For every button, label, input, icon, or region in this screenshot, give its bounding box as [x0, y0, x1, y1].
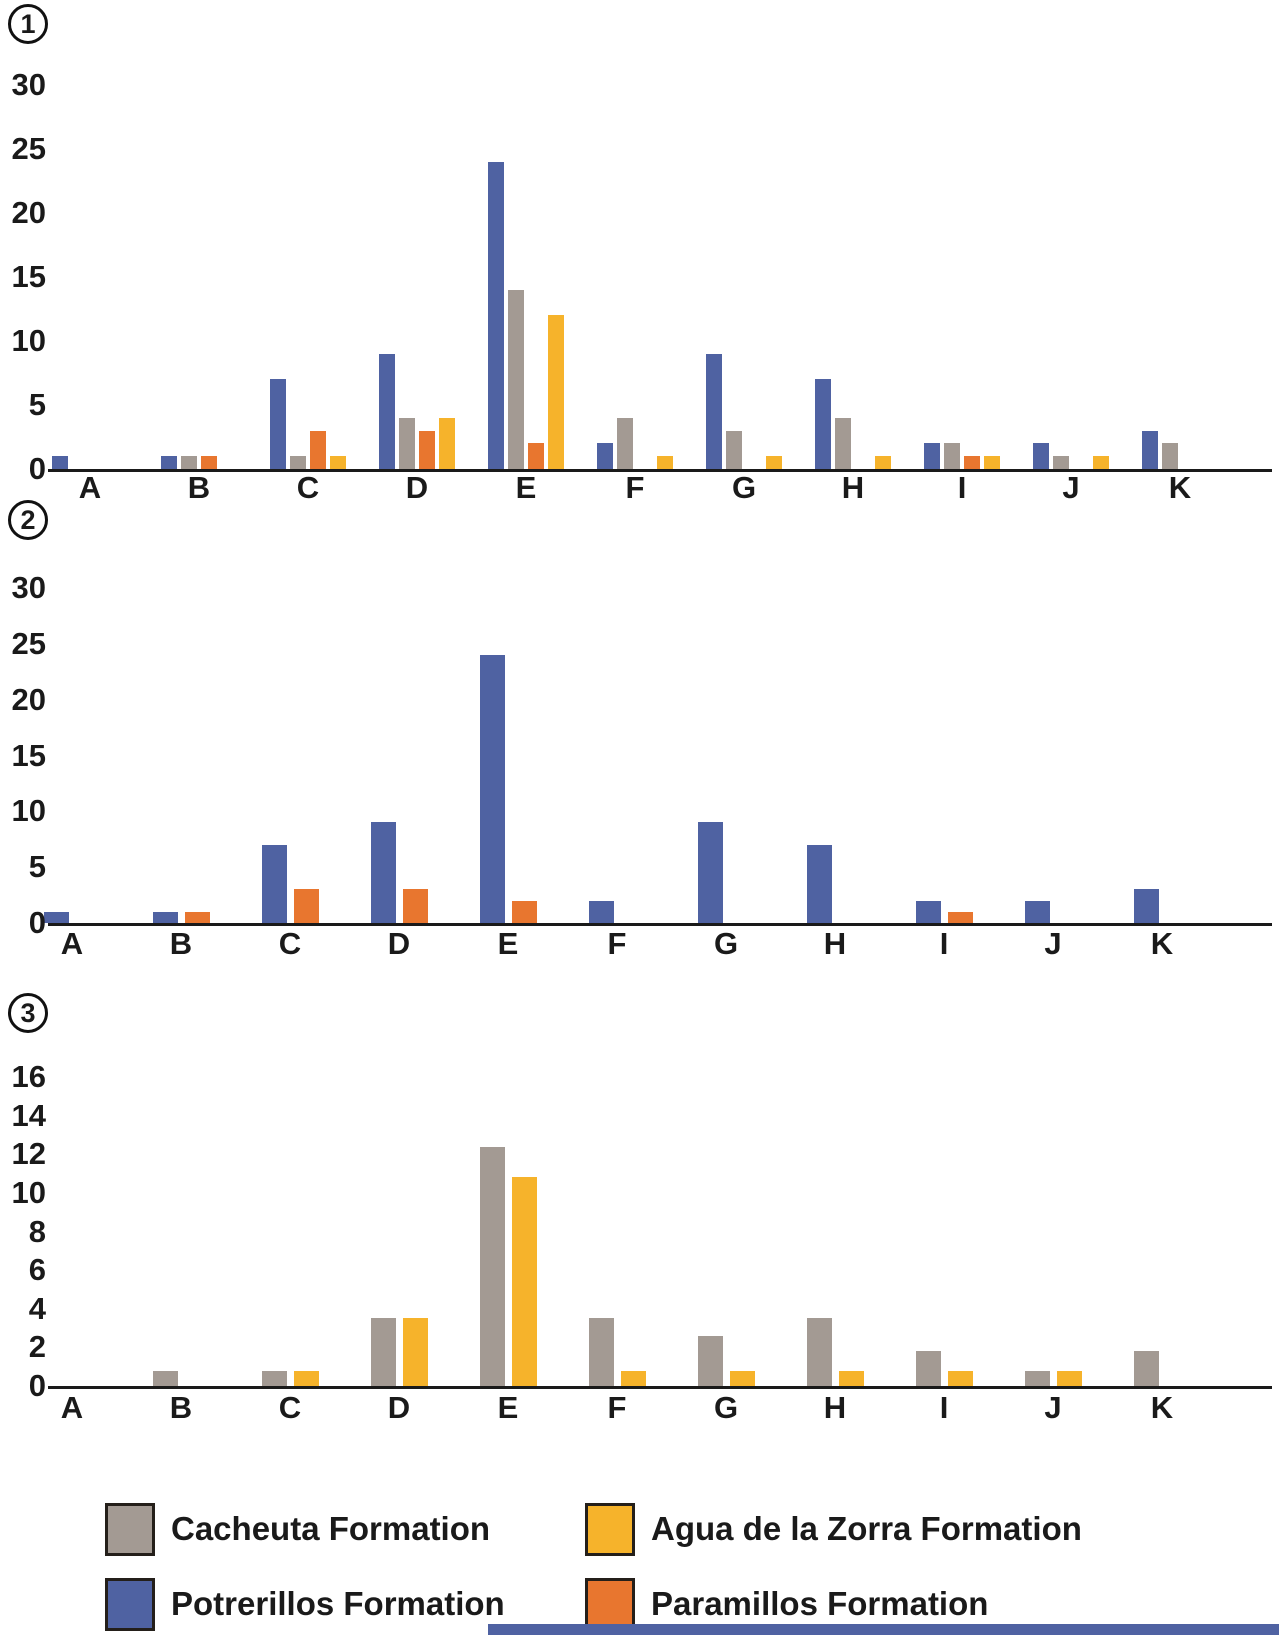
legend-swatch-paramillos: [585, 1578, 635, 1631]
legend-label-agua: Agua de la Zorra Formation: [651, 1510, 1082, 1548]
legend-swatch-agua: [585, 1503, 635, 1556]
legend-label-potrerillos: Potrerillos Formation: [171, 1585, 505, 1623]
legend-swatch-cacheuta: [105, 1503, 155, 1556]
legend-label-cacheuta: Cacheuta Formation: [171, 1510, 491, 1548]
legend-item-paramillos: Paramillos Formation: [585, 1578, 988, 1631]
legend-item-cacheuta: Cacheuta Formation: [105, 1503, 490, 1556]
legend-item-agua: Agua de la Zorra Formation: [585, 1503, 1082, 1556]
legend-item-potrerillos: Potrerillos Formation: [105, 1578, 505, 1631]
legend-swatch-potrerillos: [105, 1578, 155, 1631]
legend-label-paramillos: Paramillos Formation: [651, 1585, 989, 1623]
cropped-blue-strip: [488, 1624, 1279, 1635]
